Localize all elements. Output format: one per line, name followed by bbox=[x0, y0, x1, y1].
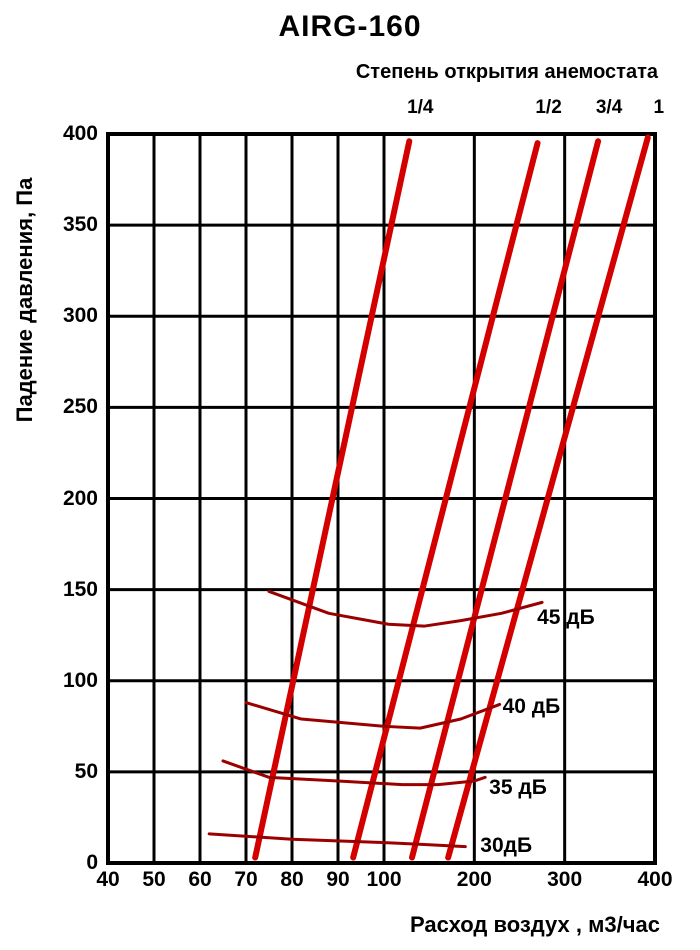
opening-line-1/2 bbox=[350, 140, 541, 861]
y-tick-label-350: 350 bbox=[62, 213, 98, 237]
y-tick-label-300: 300 bbox=[62, 304, 98, 328]
opening-line-1 bbox=[445, 134, 651, 861]
opening-degree-label-1: 1 bbox=[653, 97, 665, 118]
opening-degree-label-1/4: 1/4 bbox=[407, 97, 434, 118]
noise-curve-label-35 дБ: 35 дБ bbox=[489, 776, 547, 800]
y-tick-label-400: 400 bbox=[62, 122, 98, 145]
x-tick-label-80: 80 bbox=[280, 868, 304, 891]
plot-border bbox=[106, 132, 657, 865]
noise-curve-30дБ bbox=[207, 832, 467, 849]
noise-curve-45 дБ bbox=[267, 589, 544, 628]
x-tick-label-40: 40 bbox=[96, 868, 120, 891]
chart-subtitle: Степень открытия анемостата bbox=[355, 61, 658, 83]
noise-curve-label-45 дБ: 45 дБ bbox=[537, 606, 595, 630]
noise-curve-label-30дБ: 30дБ bbox=[480, 833, 533, 857]
y-tick-label-150: 150 bbox=[62, 577, 98, 601]
page-title: AIRG-160 bbox=[278, 10, 422, 43]
y-tick-label-0: 0 bbox=[86, 851, 98, 874]
opening-degree-label-1/2: 1/2 bbox=[535, 97, 562, 118]
x-tick-label-50: 50 bbox=[142, 868, 166, 891]
x-tick-label-300: 300 bbox=[547, 868, 583, 891]
x-tick-label-400: 400 bbox=[637, 868, 673, 891]
x-axis-title: Расход воздух , м3/час bbox=[410, 912, 660, 937]
x-tick-label-200: 200 bbox=[456, 868, 492, 891]
x-tick-label-100: 100 bbox=[366, 868, 402, 891]
x-tick-label-60: 60 bbox=[188, 868, 212, 891]
noise-curve-40 дБ bbox=[244, 701, 502, 730]
opening-degree-label-3/4: 3/4 bbox=[595, 97, 623, 118]
y-tick-label-50: 50 bbox=[74, 759, 98, 783]
y-tick-label-100: 100 bbox=[62, 668, 98, 692]
noise-curve-35 дБ bbox=[221, 759, 487, 787]
x-tick-label-70: 70 bbox=[234, 868, 258, 891]
x-tick-label-90: 90 bbox=[326, 868, 350, 891]
noise-curve-label-40 дБ: 40 дБ bbox=[502, 695, 561, 719]
y-tick-label-200: 200 bbox=[62, 486, 98, 510]
y-tick-label-250: 250 bbox=[62, 395, 98, 419]
opening-line-1/4 bbox=[252, 138, 413, 861]
opening-line-3/4 bbox=[409, 138, 602, 861]
